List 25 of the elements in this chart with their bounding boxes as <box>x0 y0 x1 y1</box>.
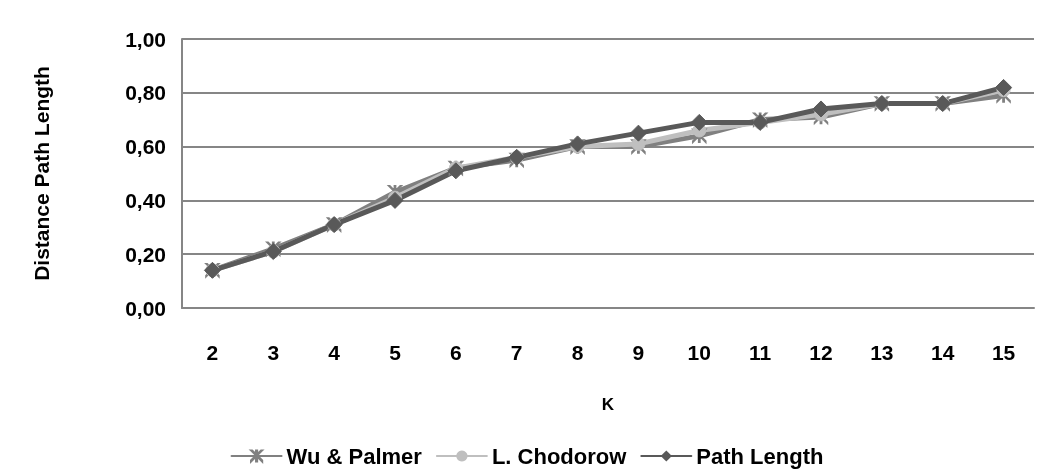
legend-label: L. Chodorow <box>491 443 628 469</box>
x-tick-label: 10 <box>687 341 711 364</box>
x-tick-label: 6 <box>450 341 462 364</box>
x-tick-label: 13 <box>870 341 894 364</box>
x-tick-label: 14 <box>931 341 955 364</box>
legend-label: Path Length <box>696 443 824 469</box>
y-tick-label: 0,20 <box>125 242 166 266</box>
y-tick-label: 0,00 <box>125 296 166 320</box>
x-tick-label: 7 <box>510 341 523 364</box>
y-tick-label: 0,60 <box>125 135 166 159</box>
x-tick-label: 5 <box>389 341 402 364</box>
y-tick-label: 0,80 <box>125 81 166 105</box>
x-tick-label: 2 <box>206 341 219 364</box>
x-tick-label: 11 <box>749 341 772 364</box>
x-tick-label: 3 <box>267 341 280 364</box>
legend-label: Wu & Palmer <box>286 443 423 469</box>
x-tick-label: 15 <box>991 341 1016 364</box>
x-tick-label: 8 <box>571 341 584 364</box>
y-axis-title: Distance Path Length <box>30 66 53 281</box>
x-axis-title: K <box>601 395 615 414</box>
x-tick-label: 4 <box>328 341 341 364</box>
x-tick-label: 12 <box>809 341 833 364</box>
x-tick-label: 9 <box>632 341 645 364</box>
y-tick-label: 1,00 <box>125 27 166 51</box>
y-tick-label: 0,40 <box>125 188 166 212</box>
